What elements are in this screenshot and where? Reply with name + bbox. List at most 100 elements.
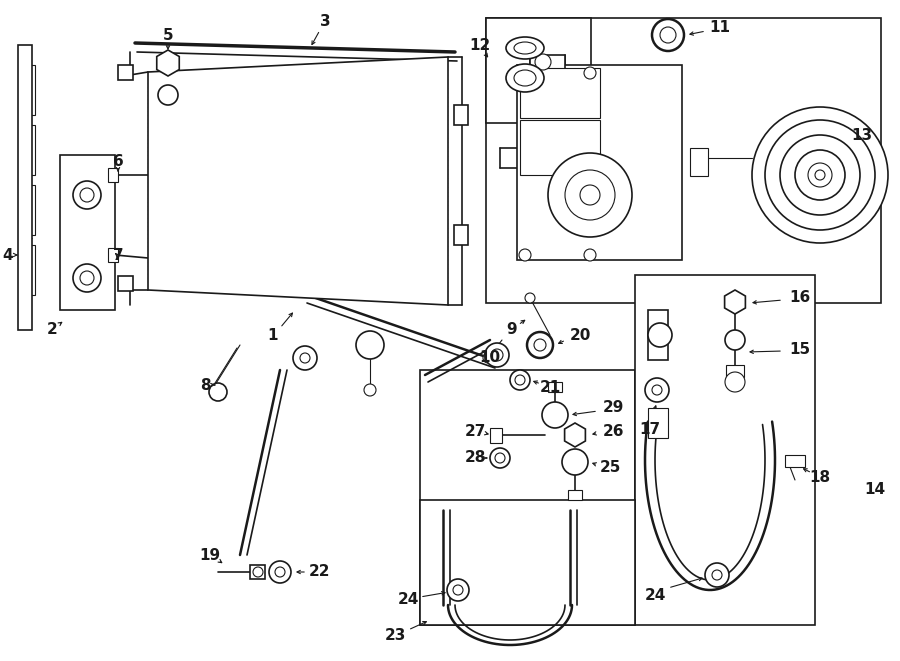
Circle shape xyxy=(652,385,662,395)
Bar xyxy=(18,45,32,330)
Text: 25: 25 xyxy=(599,461,621,475)
Text: 5: 5 xyxy=(163,28,174,42)
Polygon shape xyxy=(724,290,745,314)
Text: 3: 3 xyxy=(320,15,330,30)
Circle shape xyxy=(584,249,596,261)
Ellipse shape xyxy=(506,37,544,59)
Circle shape xyxy=(300,353,310,363)
Circle shape xyxy=(652,19,684,51)
Circle shape xyxy=(80,271,94,285)
Text: 14: 14 xyxy=(864,483,886,498)
Circle shape xyxy=(356,331,384,359)
Bar xyxy=(690,148,708,176)
Bar xyxy=(118,65,133,80)
Circle shape xyxy=(548,153,632,237)
Text: 1: 1 xyxy=(268,327,278,342)
Text: 24: 24 xyxy=(397,592,418,607)
Circle shape xyxy=(562,449,588,475)
Bar xyxy=(20,65,35,115)
Polygon shape xyxy=(564,423,585,447)
Circle shape xyxy=(780,135,860,215)
Bar xyxy=(20,125,35,175)
Bar xyxy=(520,68,600,118)
Circle shape xyxy=(483,353,493,363)
Circle shape xyxy=(73,264,101,292)
Bar xyxy=(648,408,668,438)
Bar xyxy=(108,168,118,182)
Bar xyxy=(726,365,744,377)
Text: 2: 2 xyxy=(47,323,58,338)
Circle shape xyxy=(485,343,509,367)
Bar xyxy=(454,225,468,245)
Ellipse shape xyxy=(514,70,536,86)
Circle shape xyxy=(519,249,531,261)
Bar xyxy=(420,500,635,625)
Circle shape xyxy=(209,383,227,401)
Text: 21: 21 xyxy=(539,381,561,395)
Text: 22: 22 xyxy=(310,564,331,580)
Bar xyxy=(420,370,635,625)
Text: 4: 4 xyxy=(3,247,14,262)
Circle shape xyxy=(364,384,376,396)
Text: 9: 9 xyxy=(507,323,517,338)
Bar xyxy=(108,248,118,262)
Circle shape xyxy=(645,378,669,402)
Bar xyxy=(548,382,562,392)
Circle shape xyxy=(725,372,745,392)
Circle shape xyxy=(293,346,317,370)
Bar xyxy=(454,105,468,125)
Circle shape xyxy=(765,120,875,230)
Text: 11: 11 xyxy=(709,20,731,36)
Ellipse shape xyxy=(514,42,536,54)
Circle shape xyxy=(158,85,178,105)
Text: 16: 16 xyxy=(789,290,811,305)
Bar xyxy=(118,276,133,291)
Text: 7: 7 xyxy=(112,247,123,262)
Circle shape xyxy=(525,293,535,303)
Polygon shape xyxy=(157,50,179,76)
Text: 17: 17 xyxy=(639,422,661,438)
Circle shape xyxy=(808,163,832,187)
Circle shape xyxy=(453,585,463,595)
Text: 26: 26 xyxy=(602,424,624,440)
Text: 18: 18 xyxy=(809,471,831,485)
Circle shape xyxy=(725,330,745,350)
Text: 13: 13 xyxy=(851,128,873,143)
Circle shape xyxy=(510,370,530,390)
Bar xyxy=(517,65,682,260)
Circle shape xyxy=(275,567,285,577)
Bar xyxy=(250,565,265,579)
Bar xyxy=(486,18,591,123)
Circle shape xyxy=(795,150,845,200)
Circle shape xyxy=(527,332,553,358)
Text: 20: 20 xyxy=(570,327,590,342)
Text: 24: 24 xyxy=(644,588,666,602)
Circle shape xyxy=(705,563,729,587)
Circle shape xyxy=(495,453,505,463)
Bar xyxy=(520,120,600,175)
Ellipse shape xyxy=(506,64,544,92)
Circle shape xyxy=(752,107,888,243)
Bar xyxy=(648,310,668,360)
Circle shape xyxy=(491,349,503,361)
Circle shape xyxy=(542,402,568,428)
Text: 12: 12 xyxy=(470,38,490,52)
Circle shape xyxy=(534,339,546,351)
Text: 6: 6 xyxy=(112,155,123,169)
Text: 29: 29 xyxy=(602,401,624,416)
Bar xyxy=(785,455,805,467)
Circle shape xyxy=(73,181,101,209)
Bar xyxy=(20,185,35,235)
Text: 10: 10 xyxy=(480,350,500,366)
Text: 23: 23 xyxy=(384,627,406,642)
Circle shape xyxy=(269,561,291,583)
Circle shape xyxy=(447,579,469,601)
Text: 8: 8 xyxy=(200,377,211,393)
Circle shape xyxy=(80,188,94,202)
Bar xyxy=(490,428,502,443)
Circle shape xyxy=(815,170,825,180)
Circle shape xyxy=(648,323,672,347)
Circle shape xyxy=(712,570,722,580)
Bar xyxy=(486,18,881,303)
Bar xyxy=(635,275,815,625)
